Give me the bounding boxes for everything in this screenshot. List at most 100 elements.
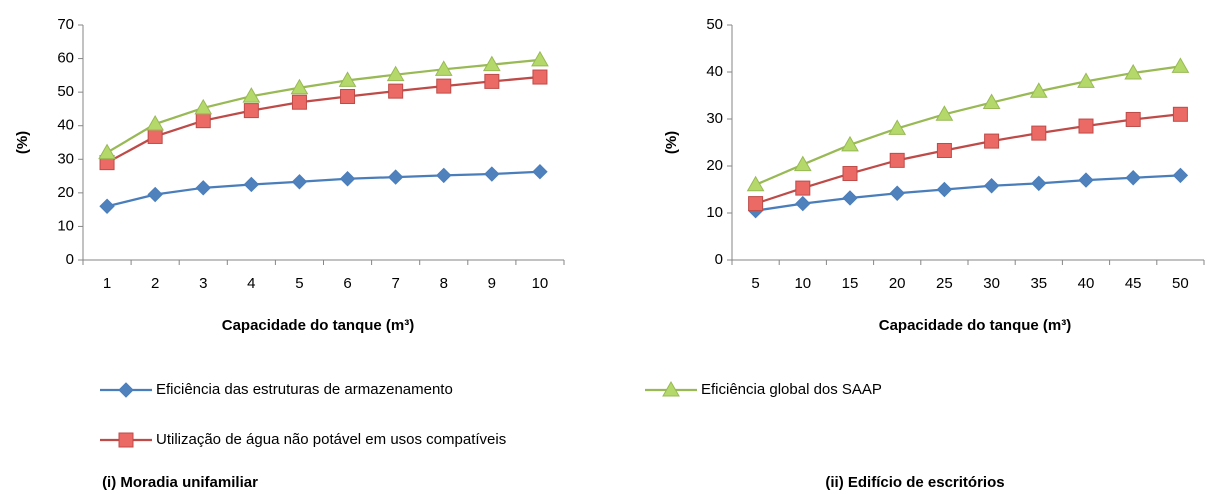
marker	[532, 163, 548, 180]
x-tick-label: 5	[295, 275, 303, 292]
marker	[1171, 57, 1190, 73]
marker	[982, 93, 1001, 110]
marker	[243, 176, 260, 193]
marker	[1078, 172, 1094, 188]
marker	[195, 180, 211, 196]
y-tick-label: 50	[57, 83, 74, 100]
marker	[484, 166, 500, 182]
marker	[1029, 82, 1048, 98]
marker	[386, 65, 405, 82]
marker	[147, 186, 163, 203]
y-tick-label: 30	[57, 150, 74, 167]
marker	[842, 166, 858, 182]
y-tick-label: 0	[715, 251, 723, 268]
x-axis-label: Capacidade do tanque (m³)	[879, 317, 1072, 334]
marker	[532, 69, 548, 85]
marker	[795, 180, 811, 196]
marker	[662, 380, 680, 397]
marker	[841, 135, 859, 152]
marker	[436, 78, 452, 94]
marker	[291, 174, 308, 190]
caption: (i) Moradia unifamiliar	[102, 474, 258, 491]
marker	[793, 155, 812, 172]
x-tick-label: 10	[532, 275, 549, 292]
marker	[983, 178, 1000, 194]
series-line	[755, 113, 1181, 205]
marker	[99, 198, 115, 214]
marker	[531, 50, 549, 67]
x-tick-label: 5	[751, 275, 759, 292]
marker	[482, 55, 501, 72]
marker	[936, 142, 952, 158]
marker	[1172, 167, 1189, 184]
marker	[984, 133, 1000, 149]
x-tick-label: 9	[488, 275, 496, 292]
marker	[1031, 175, 1047, 192]
y-tick-label: 40	[706, 63, 723, 80]
x-tick-label: 2	[151, 275, 159, 292]
marker	[387, 169, 404, 185]
x-tick-label: 15	[842, 275, 859, 292]
series-line	[755, 174, 1181, 212]
marker	[388, 83, 404, 99]
marker	[888, 119, 907, 135]
x-tick-label: 1	[103, 275, 111, 292]
x-tick-label: 3	[199, 275, 207, 292]
marker	[1078, 118, 1094, 134]
x-tick-label: 6	[343, 275, 351, 292]
marker	[484, 73, 500, 89]
marker	[338, 71, 357, 87]
series-line	[106, 58, 541, 154]
marker	[1125, 170, 1141, 186]
marker	[194, 98, 213, 115]
marker	[436, 167, 452, 184]
y-axis-label: (%)	[14, 131, 31, 154]
y-tick-label: 20	[706, 157, 723, 174]
marker	[1125, 111, 1141, 127]
marker	[118, 382, 134, 398]
x-tick-label: 45	[1125, 275, 1142, 292]
y-tick-label: 30	[706, 110, 723, 127]
marker	[746, 175, 765, 192]
x-tick-label: 20	[889, 275, 906, 292]
marker	[340, 89, 356, 105]
y-tick-label: 0	[66, 251, 74, 268]
marker	[842, 190, 858, 206]
marker	[242, 87, 261, 103]
x-tick-label: 8	[440, 275, 448, 292]
y-axis-label: (%)	[663, 131, 680, 154]
x-tick-label: 10	[794, 275, 811, 292]
marker	[1124, 63, 1143, 80]
marker	[291, 94, 307, 110]
series-line	[106, 170, 541, 208]
marker	[118, 432, 134, 448]
y-tick-label: 40	[57, 117, 74, 134]
x-tick-label: 30	[983, 275, 1000, 292]
marker	[1172, 106, 1188, 122]
marker	[748, 196, 764, 212]
marker	[434, 60, 453, 76]
marker	[795, 195, 811, 212]
x-tick-label: 25	[936, 275, 953, 292]
legend-label: Eficiência global dos SAAP	[701, 381, 882, 398]
marker	[290, 78, 309, 95]
marker	[243, 103, 259, 119]
marker	[195, 113, 211, 129]
x-tick-label: 4	[247, 275, 255, 292]
caption: (ii) Edifício de escritórios	[825, 474, 1004, 491]
x-tick-label: 35	[1030, 275, 1047, 292]
legend-label: Utilização de água não potável em usos c…	[156, 431, 506, 448]
marker	[889, 185, 905, 201]
series-line	[755, 65, 1181, 186]
marker	[1031, 125, 1047, 141]
x-axis-label: Capacidade do tanque (m³)	[222, 317, 415, 334]
marker	[146, 115, 165, 131]
legend-label: Eficiência das estruturas de armazenamen…	[156, 381, 453, 398]
y-tick-label: 10	[57, 217, 74, 234]
marker	[339, 171, 356, 187]
marker	[889, 152, 905, 168]
x-tick-label: 50	[1172, 275, 1189, 292]
marker	[147, 128, 163, 144]
marker	[935, 105, 954, 121]
